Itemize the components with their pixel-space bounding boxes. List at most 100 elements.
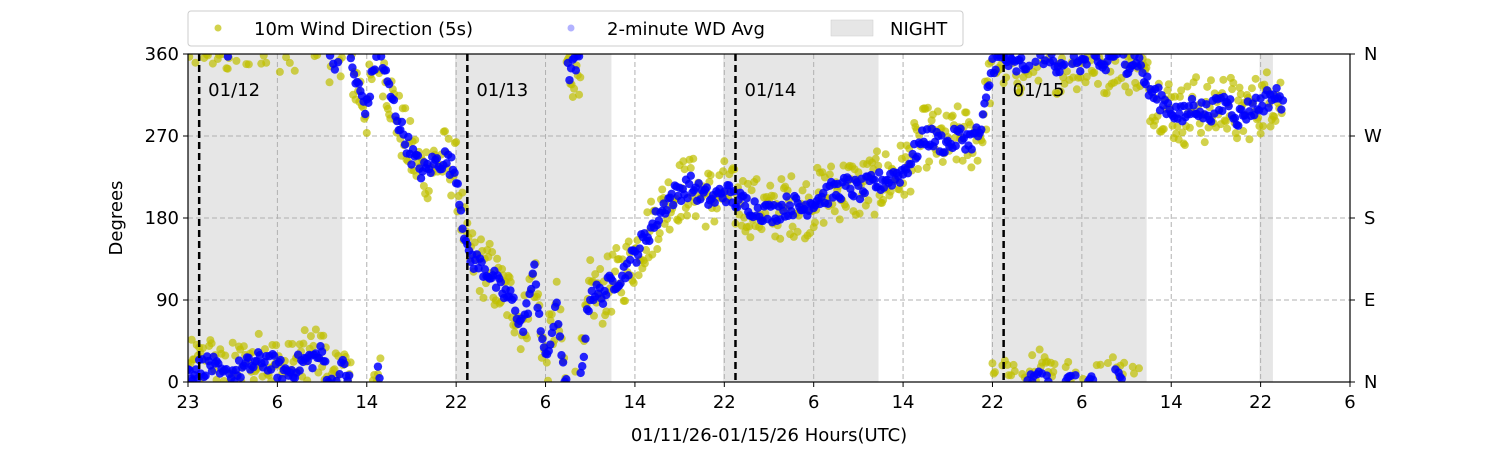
point-5s-direction — [901, 153, 910, 162]
point-2min-avg — [669, 200, 678, 210]
point-5s-direction — [1028, 351, 1037, 360]
point-5s-direction — [365, 60, 374, 69]
point-5s-direction — [534, 290, 543, 299]
point-5s-direction — [479, 293, 488, 302]
point-2min-avg — [578, 362, 587, 371]
point-5s-direction — [367, 75, 376, 84]
point-5s-direction — [239, 342, 248, 351]
point-2min-avg — [325, 54, 335, 60]
point-5s-direction — [259, 54, 268, 60]
point-2min-avg — [683, 193, 692, 203]
point-2min-avg — [397, 117, 407, 127]
point-5s-direction — [546, 316, 555, 325]
point-5s-direction — [802, 180, 811, 189]
point-5s-direction — [864, 196, 873, 205]
point-2min-avg — [375, 373, 384, 382]
point-2min-avg — [376, 54, 386, 61]
point-2min-avg — [702, 183, 711, 192]
point-5s-direction — [952, 155, 961, 164]
point-2min-avg — [413, 151, 423, 160]
point-5s-direction — [611, 267, 620, 276]
point-5s-direction — [1229, 78, 1238, 87]
point-5s-direction — [1262, 68, 1271, 77]
point-5s-direction — [506, 278, 515, 287]
point-2min-avg — [373, 362, 383, 371]
point-5s-direction — [706, 171, 715, 180]
point-2min-avg — [913, 152, 922, 161]
point-5s-direction — [376, 354, 385, 363]
point-2min-avg — [1218, 106, 1227, 116]
point-5s-direction — [1076, 73, 1085, 82]
point-5s-direction — [676, 212, 685, 221]
point-2min-avg — [432, 154, 442, 163]
point-5s-direction — [1034, 76, 1043, 85]
point-2min-avg — [753, 203, 763, 213]
point-2min-avg — [370, 65, 379, 74]
point-2min-avg — [581, 334, 590, 343]
day-marker-label: 01/15 — [1013, 80, 1065, 101]
point-5s-direction — [752, 175, 761, 184]
point-5s-direction — [203, 54, 212, 60]
point-5s-direction — [684, 200, 693, 209]
point-5s-direction — [1235, 83, 1244, 92]
point-5s-direction — [776, 234, 785, 243]
point-5s-direction — [679, 157, 688, 166]
point-5s-direction — [447, 191, 456, 200]
point-5s-direction — [586, 256, 595, 265]
point-5s-direction — [444, 134, 453, 143]
point-2min-avg — [558, 358, 568, 367]
x-tick-label: 22 — [713, 392, 736, 413]
point-5s-direction — [220, 376, 229, 382]
point-5s-direction — [285, 58, 294, 67]
legend-marker-5s — [214, 24, 222, 32]
point-5s-direction — [330, 365, 339, 374]
point-2min-avg — [477, 257, 486, 267]
axes: 23 6 14 22 6 14 22 6 14 22 6 14 22 6 0 90 180 270 360 N E S W N — [145, 44, 1382, 413]
point-2min-avg — [895, 178, 905, 187]
point-2min-avg — [389, 95, 399, 105]
point-2min-avg — [854, 181, 863, 190]
point-5s-direction — [810, 218, 819, 227]
point-2min-avg — [1264, 103, 1273, 112]
y-tick-label: 180 — [145, 208, 179, 229]
point-2min-avg — [1136, 61, 1146, 70]
point-2min-avg — [348, 63, 357, 72]
point-5s-direction — [874, 161, 883, 170]
point-2min-avg — [686, 171, 695, 181]
point-5s-direction — [1096, 360, 1105, 369]
point-5s-direction — [470, 238, 479, 247]
point-5s-direction — [701, 222, 710, 231]
point-2min-avg — [720, 187, 729, 196]
point-5s-direction — [440, 127, 449, 136]
point-5s-direction — [787, 172, 796, 181]
point-5s-direction — [476, 235, 485, 244]
point-5s-direction — [777, 175, 786, 184]
point-5s-direction — [1183, 82, 1192, 91]
point-5s-direction — [925, 157, 934, 166]
point-5s-direction — [1203, 82, 1212, 91]
point-5s-direction — [1003, 360, 1012, 369]
point-2min-avg — [404, 132, 413, 142]
point-2min-avg — [608, 276, 617, 286]
day-marker-label: 01/13 — [476, 80, 528, 101]
y-axis-label: Degrees — [106, 181, 127, 256]
legend-marker-2min — [567, 24, 575, 32]
point-2min-avg — [565, 75, 574, 85]
point-2min-avg — [321, 357, 330, 366]
point-5s-direction — [906, 187, 915, 196]
point-2min-avg — [1234, 121, 1243, 130]
point-5s-direction — [299, 339, 308, 348]
point-5s-direction — [653, 245, 662, 254]
point-2min-avg — [579, 352, 589, 362]
point-2min-avg — [1082, 60, 1091, 69]
point-2min-avg — [584, 306, 593, 316]
point-5s-direction — [948, 111, 957, 120]
point-2min-avg — [381, 66, 391, 75]
point-5s-direction — [468, 229, 477, 238]
point-2min-avg — [544, 346, 553, 356]
point-2min-avg — [870, 175, 879, 184]
x-tick-label: 6 — [808, 392, 819, 413]
point-2min-avg — [616, 279, 625, 288]
point-2min-avg — [985, 81, 994, 90]
point-2min-avg — [426, 168, 435, 178]
